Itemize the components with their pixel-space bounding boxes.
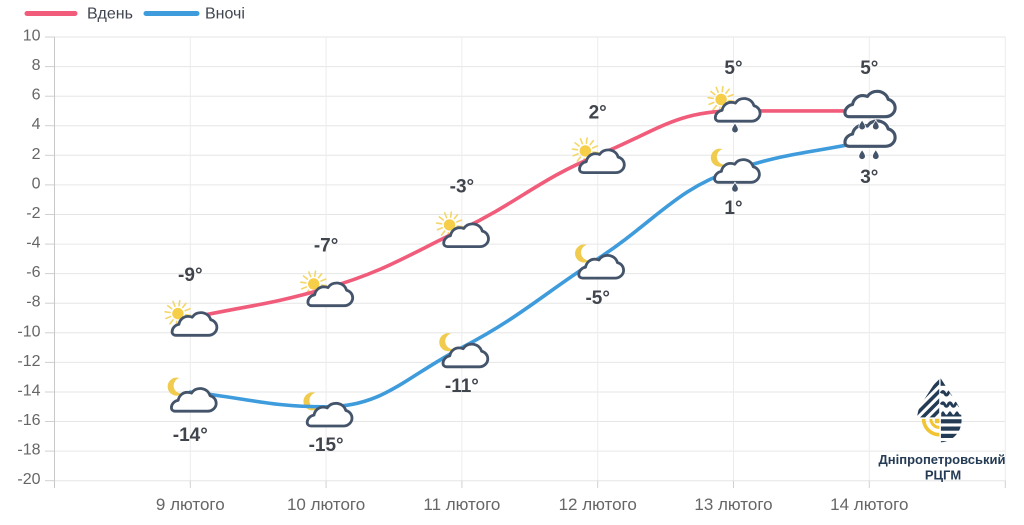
- svg-text:-3°: -3°: [450, 176, 475, 197]
- svg-text:-18: -18: [17, 442, 40, 459]
- svg-text:-4: -4: [26, 235, 40, 252]
- svg-text:10 лютого: 10 лютого: [287, 495, 365, 514]
- svg-text:6: 6: [32, 87, 41, 104]
- svg-text:-9°: -9°: [178, 265, 203, 286]
- svg-text:1°: 1°: [724, 198, 742, 219]
- svg-text:Дніпропетровський: Дніпропетровський: [879, 452, 1006, 467]
- svg-text:4: 4: [32, 116, 41, 133]
- svg-text:-7°: -7°: [314, 235, 339, 256]
- svg-text:5°: 5°: [724, 58, 742, 79]
- svg-text:2: 2: [32, 146, 41, 163]
- svg-text:10: 10: [23, 28, 41, 45]
- svg-text:-8: -8: [26, 294, 40, 311]
- svg-text:5°: 5°: [860, 58, 878, 79]
- svg-text:-16: -16: [17, 412, 40, 429]
- svg-text:-15°: -15°: [309, 435, 344, 456]
- svg-text:-10: -10: [17, 323, 40, 340]
- svg-text:12 лютого: 12 лютого: [559, 495, 637, 514]
- svg-text:-20: -20: [17, 471, 40, 488]
- svg-text:-2: -2: [26, 205, 40, 222]
- svg-text:2°: 2°: [589, 102, 607, 123]
- svg-text:8: 8: [32, 57, 41, 74]
- svg-text:-5°: -5°: [585, 288, 610, 309]
- svg-text:14 лютого: 14 лютого: [830, 495, 908, 514]
- svg-text:-14: -14: [17, 383, 40, 400]
- svg-text:Вночі: Вночі: [205, 6, 245, 23]
- svg-text:-6: -6: [26, 264, 40, 281]
- svg-text:13 лютого: 13 лютого: [694, 495, 772, 514]
- svg-text:3°: 3°: [860, 167, 878, 188]
- svg-text:9 лютого: 9 лютого: [156, 495, 225, 514]
- svg-text:РЦГМ: РЦГМ: [925, 468, 961, 483]
- svg-text:-11°: -11°: [445, 376, 479, 397]
- svg-text:-14°: -14°: [173, 425, 208, 446]
- svg-text:Вдень: Вдень: [87, 6, 133, 23]
- svg-text:11 лютого: 11 лютого: [423, 495, 500, 514]
- svg-text:-12: -12: [17, 353, 40, 370]
- svg-text:0: 0: [32, 175, 41, 192]
